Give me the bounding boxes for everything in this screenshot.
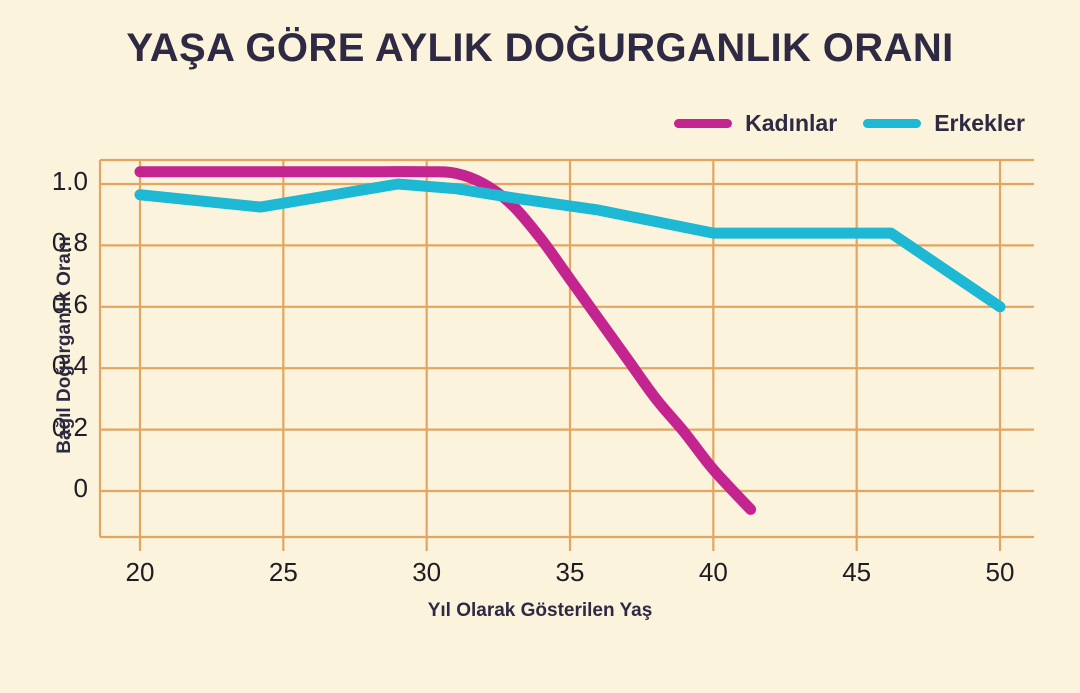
x-tick-label: 45 (842, 557, 872, 587)
series-line-women[interactable] (134, 166, 757, 515)
y-tick-label: 1.0 (51, 166, 88, 196)
grid-layer (98, 158, 1034, 551)
legend-item-women[interactable]: Kadınlar (674, 110, 837, 137)
x-tick-label: 25 (268, 557, 298, 587)
y-tick-label: 0 (73, 473, 88, 503)
legend-item-men[interactable]: Erkekler (863, 110, 1025, 137)
line-swatch-icon (863, 119, 922, 128)
series-layer (134, 166, 1006, 515)
x-tick-label: 40 (698, 557, 728, 587)
x-axis-title: Yıl Olarak Gösterilen Yaş (427, 600, 653, 621)
x-tick-label: 50 (985, 557, 1015, 587)
legend-label-women: Kadınlar (745, 110, 838, 136)
y-tick-label: 0.6 (51, 288, 88, 319)
y-tick-label: 0.8 (51, 227, 88, 258)
line-swatch-icon (674, 119, 733, 128)
x-tick-label: 35 (555, 557, 585, 587)
y-tick-label: 0.4 (51, 350, 88, 381)
y-axis-title: Bağıl Doğurganlık Oranı (54, 236, 75, 454)
chart-legend: Kadınlar Erkekler (674, 110, 1025, 137)
x-tick-label: 20 (125, 557, 155, 587)
page-title: YAŞA GÖRE AYLIK DOĞURGANLIK ORANI (126, 26, 954, 70)
series-line-men[interactable] (134, 178, 1006, 313)
y-tick-label: 0.2 (51, 411, 88, 442)
x-tick-label: 30 (412, 557, 442, 587)
legend-label-men: Erkekler (934, 110, 1025, 136)
